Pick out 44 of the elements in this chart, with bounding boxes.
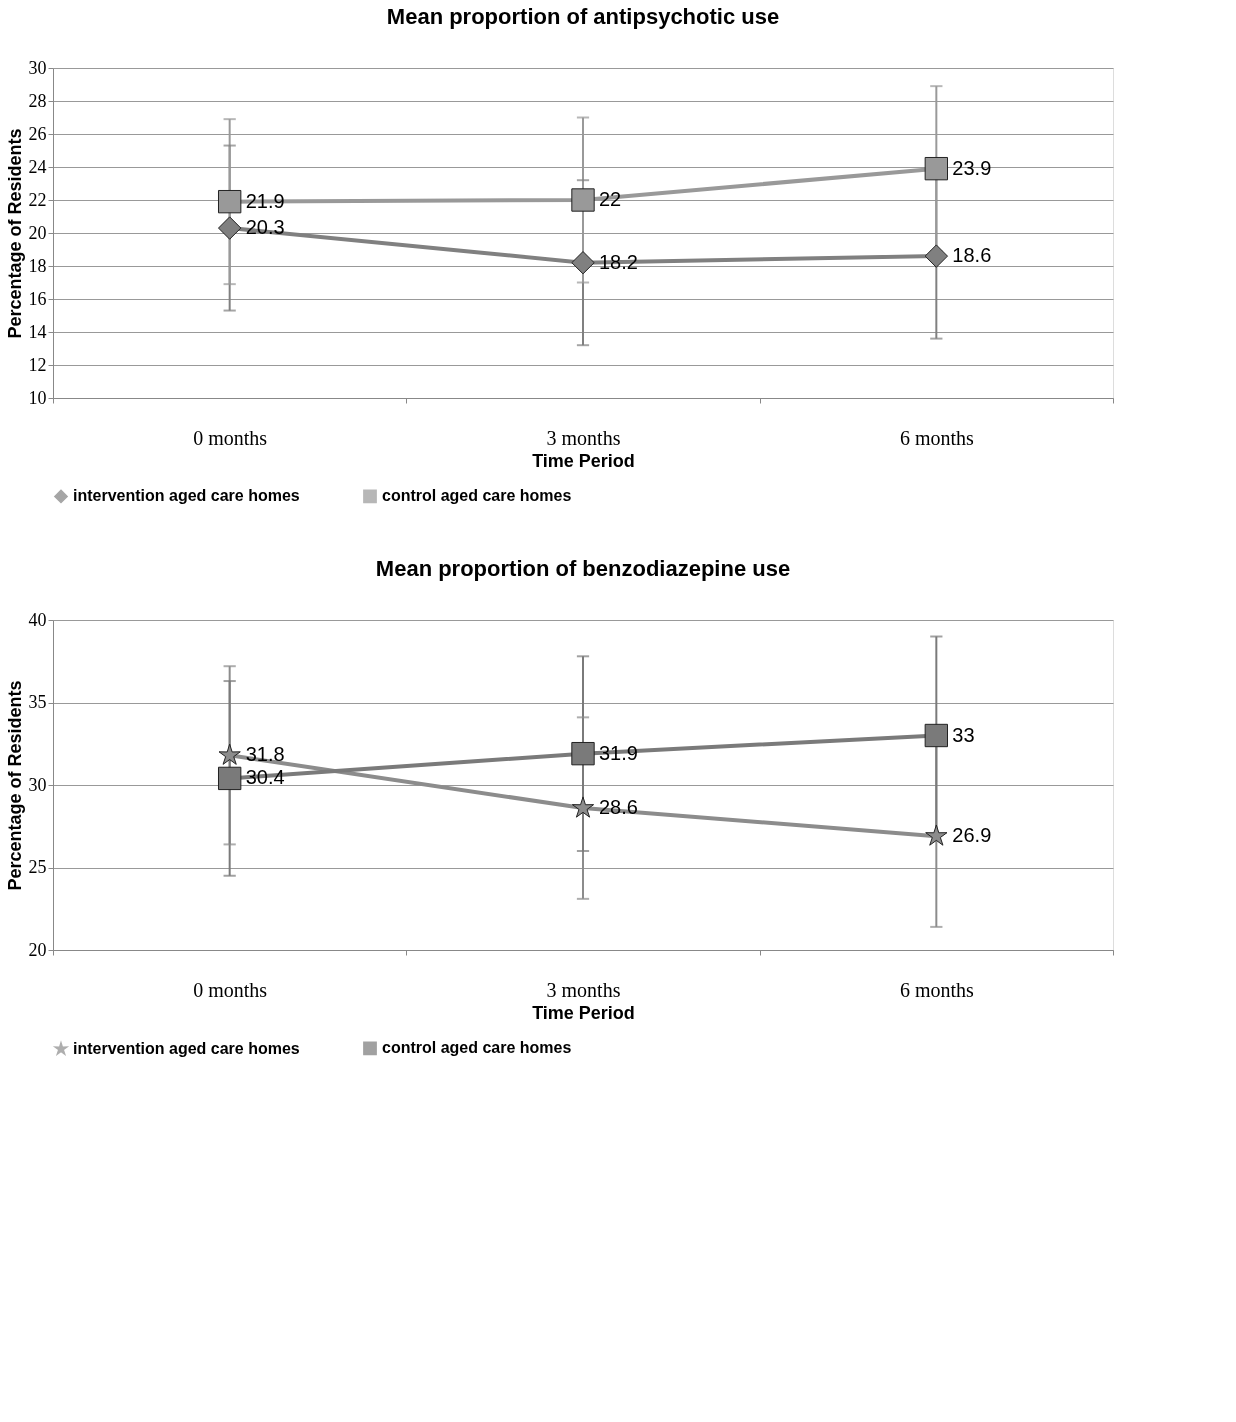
y-tick-label: 28 <box>28 90 47 111</box>
y-tick-label: 18 <box>28 255 47 276</box>
x-axis-title: Time Period <box>532 1002 635 1023</box>
x-tick-label: 6 months <box>899 978 974 1001</box>
y-tick-label: 25 <box>28 857 47 877</box>
y-tick-label: 16 <box>28 288 47 309</box>
legend-label: intervention aged care homes <box>73 1040 300 1057</box>
y-axis-title: Percentage of Residents <box>4 680 25 891</box>
legend-label: intervention aged care homes <box>73 487 300 505</box>
data-label: 21.9 <box>245 189 285 212</box>
y-tick-label: 22 <box>28 189 47 210</box>
data-label: 18.6 <box>952 244 992 267</box>
data-label: 28.6 <box>599 796 638 819</box>
legend-label: control aged care homes <box>382 1039 572 1057</box>
x-axis-title: Time Period <box>532 450 635 471</box>
data-label: 31.9 <box>599 741 638 764</box>
x-tick-label: 3 months <box>546 426 621 449</box>
x-tick-label: 0 months <box>193 978 268 1001</box>
data-label: 18.2 <box>599 250 638 273</box>
legend-label: control aged care homes <box>382 487 572 505</box>
y-tick-label: 35 <box>28 692 47 712</box>
y-axis-title: Percentage of Residents <box>4 128 25 339</box>
data-label: 33 <box>952 723 975 746</box>
data-label: 30.4 <box>245 766 285 789</box>
y-tick-label: 20 <box>28 939 47 960</box>
x-tick-label: 6 months <box>899 426 974 449</box>
data-label: 22 <box>599 188 622 210</box>
x-tick-label: 0 months <box>193 426 268 449</box>
data-label: 26.9 <box>952 824 992 847</box>
y-tick-label: 26 <box>28 123 47 144</box>
y-tick-label: 40 <box>28 609 47 630</box>
y-tick-label: 14 <box>28 321 47 342</box>
y-tick-label: 24 <box>28 156 47 177</box>
data-label: 31.8 <box>245 743 285 766</box>
data-label: 23.9 <box>952 156 992 179</box>
y-tick-label: 20 <box>28 222 47 243</box>
y-tick-label: 30 <box>28 57 47 78</box>
y-tick-label: 30 <box>28 774 47 795</box>
y-tick-label: 12 <box>28 354 47 375</box>
chart-title: Mean proportion of benzodiazepine use <box>375 556 791 581</box>
chart-title: Mean proportion of antipsychotic use <box>386 4 780 29</box>
x-tick-label: 3 months <box>546 978 621 1001</box>
data-label: 20.3 <box>245 216 285 239</box>
y-tick-label: 10 <box>28 387 47 408</box>
